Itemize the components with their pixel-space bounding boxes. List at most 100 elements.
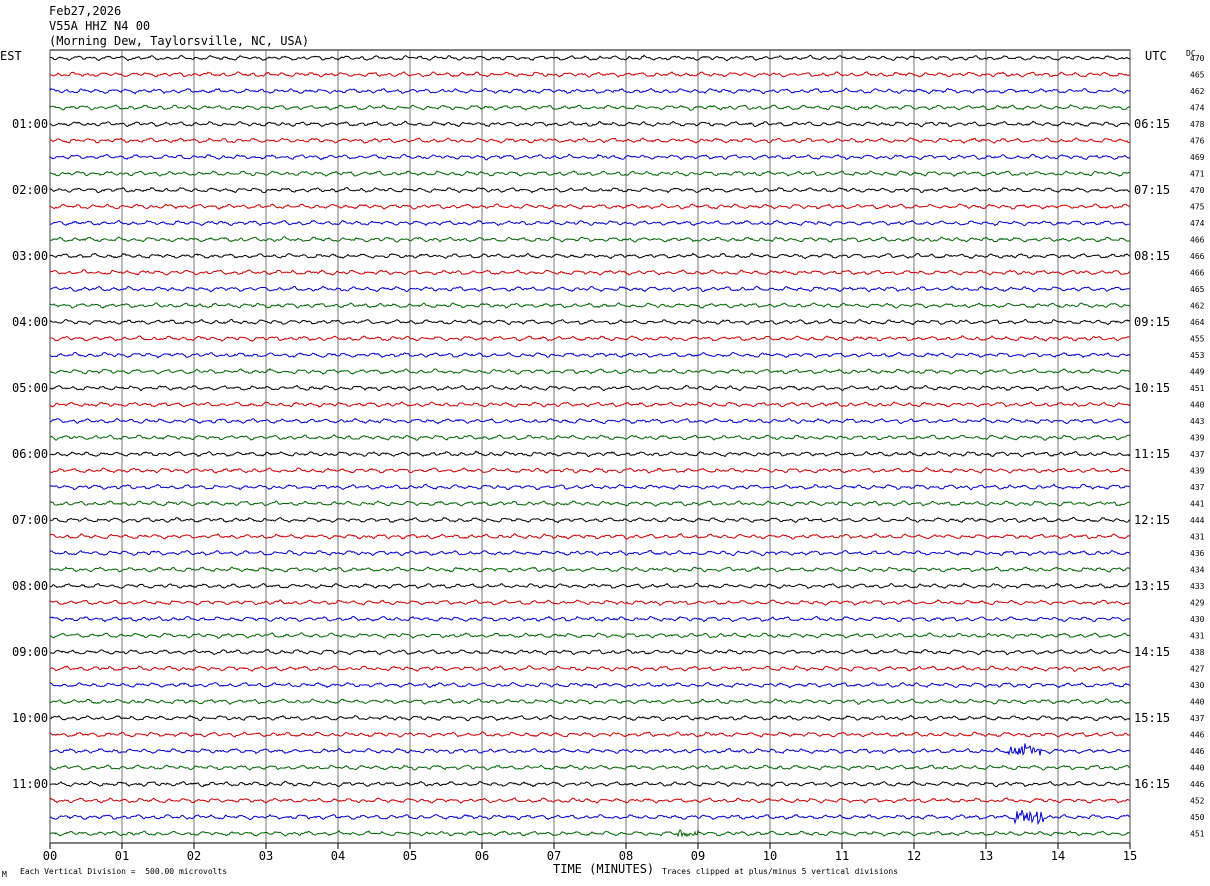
right-hour-label: 14:15 — [1134, 645, 1170, 659]
dc-value: 430 — [1190, 681, 1205, 690]
x-tick-label: 14 — [1051, 849, 1065, 863]
trace-line — [49, 731, 1131, 738]
x-tick-label: 03 — [259, 849, 273, 863]
right-hour-label: 15:15 — [1134, 711, 1170, 725]
trace-line — [49, 71, 1131, 78]
dc-value: 451 — [1190, 830, 1205, 839]
trace-line — [49, 318, 1131, 326]
dc-value: 437 — [1190, 483, 1205, 492]
dc-value: 470 — [1190, 54, 1205, 63]
dc-value: 430 — [1190, 615, 1205, 624]
left-hour-label: 05:00 — [12, 381, 48, 395]
trace-line — [49, 401, 1131, 408]
right-hour-label: 12:15 — [1134, 513, 1170, 527]
dc-value: 433 — [1190, 582, 1205, 591]
right-hour-label: 11:15 — [1134, 447, 1170, 461]
dc-value: 478 — [1190, 120, 1205, 129]
x-tick-label: 08 — [619, 849, 633, 863]
trace-line — [49, 500, 1131, 507]
station-location: (Morning Dew, Taylorsville, NC, USA) — [49, 34, 310, 48]
dc-value: 440 — [1190, 764, 1205, 773]
right-hour-label: 08:15 — [1134, 249, 1170, 263]
dc-value: 474 — [1190, 104, 1205, 113]
dc-value: 462 — [1190, 302, 1205, 311]
dc-value: 439 — [1190, 467, 1205, 476]
trace-line — [49, 219, 1131, 227]
trace-line — [49, 698, 1131, 706]
dc-value: 452 — [1190, 797, 1205, 806]
dc-value: 437 — [1190, 450, 1205, 459]
right-timezone-label: UTC — [1145, 49, 1167, 63]
dc-value: 427 — [1190, 665, 1205, 674]
x-tick-label: 09 — [691, 849, 705, 863]
right-hour-label: 06:15 — [1134, 117, 1170, 131]
trace-line — [49, 335, 1131, 342]
dc-value: 438 — [1190, 648, 1205, 657]
trace-line — [49, 615, 1131, 623]
trace-line — [49, 137, 1131, 144]
trace-line — [49, 120, 1131, 128]
dc-value: 466 — [1190, 236, 1205, 245]
dc-value: 470 — [1190, 186, 1205, 195]
x-tick-label: 13 — [979, 849, 993, 863]
right-hour-label: 10:15 — [1134, 381, 1170, 395]
left-hour-label: 03:00 — [12, 249, 48, 263]
dc-value: 476 — [1190, 137, 1205, 146]
trace-line — [49, 351, 1131, 359]
left-hour-label: 09:00 — [12, 645, 48, 659]
plot-frame — [49, 49, 1131, 844]
time-grid — [49, 49, 1131, 849]
clip-note: Traces clipped at plus/minus 5 vertical … — [662, 867, 899, 876]
dc-value: 446 — [1190, 780, 1205, 789]
trace-line — [49, 483, 1131, 491]
trace-line — [49, 648, 1131, 656]
dc-value: 465 — [1190, 71, 1205, 80]
trace-line — [49, 665, 1131, 672]
dc-value: 450 — [1190, 813, 1205, 822]
trace-line — [49, 467, 1131, 474]
dc-value: 441 — [1190, 500, 1205, 509]
trace-line — [49, 809, 1131, 826]
scale-note: Each Vertical Division = 500.00 microvol… — [20, 867, 228, 876]
trace-line — [49, 104, 1131, 111]
right-hour-label: 13:15 — [1134, 579, 1170, 593]
left-hour-label: 07:00 — [12, 513, 48, 527]
trace-line — [49, 269, 1131, 276]
x-tick-label: 01 — [115, 849, 129, 863]
dc-value: 455 — [1190, 335, 1205, 344]
trace-line — [49, 764, 1131, 771]
trace-line — [49, 566, 1131, 573]
x-tick-label: 10 — [763, 849, 777, 863]
trace-line — [49, 384, 1131, 392]
trace-line — [49, 797, 1131, 804]
left-hour-label: 06:00 — [12, 447, 48, 461]
trace-line — [49, 743, 1131, 756]
trace-line — [49, 87, 1131, 95]
right-hour-label: 16:15 — [1134, 777, 1170, 791]
trace-line — [49, 599, 1131, 607]
dc-value: 431 — [1190, 632, 1205, 641]
left-timezone-label: EST — [0, 49, 22, 63]
dc-value: 439 — [1190, 434, 1205, 443]
trace-line — [49, 780, 1131, 788]
x-tick-label: 00 — [43, 849, 57, 863]
dc-value: 471 — [1190, 170, 1205, 179]
dc-value: 440 — [1190, 401, 1205, 410]
dc-value: 464 — [1190, 318, 1205, 327]
station-code: V55A HHZ N4 00 — [49, 19, 151, 33]
trace-line — [49, 532, 1131, 540]
left-hour-label: 02:00 — [12, 183, 48, 197]
dc-value: 436 — [1190, 549, 1205, 558]
dc-label: DC — [1186, 49, 1196, 58]
trace-line — [49, 714, 1131, 722]
trace-line — [49, 236, 1131, 243]
left-hour-label: 10:00 — [12, 711, 48, 725]
dc-value: 446 — [1190, 731, 1205, 740]
trace-line — [49, 252, 1131, 260]
corner-mark: M — [2, 870, 7, 879]
trace-line — [49, 450, 1131, 458]
x-tick-label: 02 — [187, 849, 201, 863]
dc-value: 469 — [1190, 153, 1205, 162]
trace-line — [49, 434, 1131, 441]
